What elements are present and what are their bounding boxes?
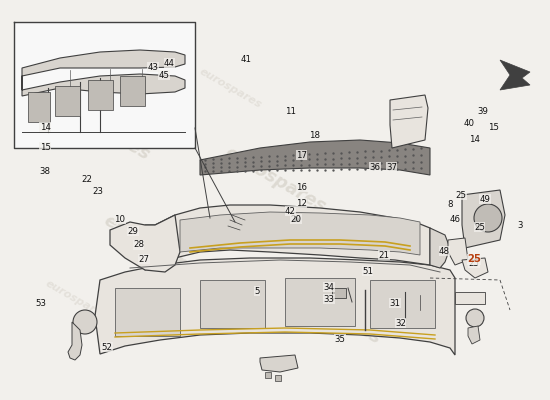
Text: 41: 41 [241,55,252,64]
Bar [115,288,180,336]
Text: 42: 42 [285,207,296,216]
Text: 36: 36 [370,163,381,172]
Circle shape [474,204,502,232]
Bar [455,292,485,304]
Text: 18: 18 [309,131,320,140]
Text: 12: 12 [296,199,307,208]
Polygon shape [22,50,185,96]
Polygon shape [95,258,455,355]
Text: eurospares: eurospares [276,276,384,348]
Text: 5: 5 [255,287,260,296]
Polygon shape [448,238,468,265]
Polygon shape [145,205,430,270]
Text: 31: 31 [389,299,400,308]
Text: 17: 17 [296,151,307,160]
Bar [285,278,355,326]
Text: eurospares: eurospares [221,144,329,216]
Text: 49: 49 [480,195,491,204]
Bar [332,288,346,298]
Text: 52: 52 [102,343,113,352]
Bar [120,76,145,106]
Text: 37: 37 [386,163,397,172]
Text: eurospares: eurospares [100,212,208,284]
Text: 25: 25 [469,259,480,268]
Text: 48: 48 [439,247,450,256]
Text: 15: 15 [40,143,51,152]
Text: 46: 46 [450,215,461,224]
Text: 21: 21 [378,251,389,260]
Text: 38: 38 [40,167,51,176]
Text: 32: 32 [395,319,406,328]
Text: eurospares: eurospares [363,218,429,262]
Polygon shape [500,60,530,90]
Polygon shape [462,190,505,248]
Text: 28: 28 [133,240,144,249]
Text: 27: 27 [139,255,150,264]
Text: 39: 39 [477,107,488,116]
Text: 25: 25 [467,254,481,264]
Text: 11: 11 [285,107,296,116]
Text: eurospares: eurospares [45,92,153,164]
Text: 20: 20 [290,215,301,224]
Polygon shape [468,326,480,344]
Bar [28,92,50,122]
Text: 51: 51 [362,267,373,276]
Text: 8: 8 [447,200,453,209]
Text: 10: 10 [114,215,125,224]
Text: 3: 3 [517,222,522,230]
Text: 45: 45 [158,71,169,80]
Polygon shape [200,140,430,175]
Polygon shape [14,22,195,148]
Polygon shape [462,258,488,278]
Bar [370,280,435,328]
Text: 23: 23 [92,187,103,196]
Text: 43: 43 [147,63,158,72]
Polygon shape [110,215,180,272]
Text: 25: 25 [455,191,466,200]
Polygon shape [180,212,420,255]
Bar [55,86,80,116]
Bar [88,80,113,110]
Text: 15: 15 [488,123,499,132]
Polygon shape [68,322,82,360]
Text: 14: 14 [469,135,480,144]
Text: 22: 22 [81,175,92,184]
Bar [200,280,265,328]
Circle shape [466,309,484,327]
Text: 14: 14 [40,123,51,132]
Text: 44: 44 [164,59,175,68]
Text: 25: 25 [474,223,485,232]
Text: 35: 35 [334,335,345,344]
Text: 33: 33 [323,295,334,304]
Text: eurospares: eurospares [44,278,110,322]
Text: 34: 34 [323,283,334,292]
Text: 53: 53 [36,299,47,308]
Text: 16: 16 [296,183,307,192]
Polygon shape [390,95,428,148]
Text: eurospares: eurospares [198,66,264,110]
Text: 40: 40 [463,119,474,128]
Polygon shape [260,355,298,372]
Text: 29: 29 [128,227,139,236]
Circle shape [73,310,97,334]
Polygon shape [430,228,450,268]
